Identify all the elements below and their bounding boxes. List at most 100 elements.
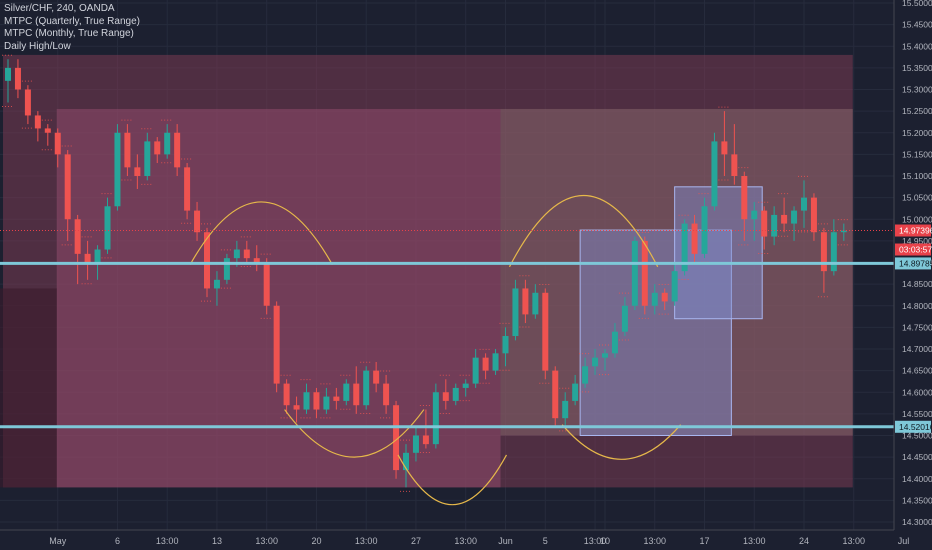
legend: Silver/CHF, 240, OANDA MTPC (Quarterly, … xyxy=(4,3,140,53)
y-tick-label: 14.55000 xyxy=(902,409,932,419)
candle-body[interactable] xyxy=(204,232,210,289)
candle-body[interactable] xyxy=(711,141,718,207)
candle-body[interactable] xyxy=(472,357,479,384)
candle-body[interactable] xyxy=(114,132,121,207)
candle-body[interactable] xyxy=(542,292,549,371)
candle-body[interactable] xyxy=(164,132,171,155)
candle-body[interactable] xyxy=(721,141,728,155)
candle-body[interactable] xyxy=(641,240,648,306)
indicator-quarterly[interactable]: MTPC (Quarterly, True Range) xyxy=(4,15,140,27)
candle-body[interactable] xyxy=(482,357,489,371)
candle-body[interactable] xyxy=(194,210,201,233)
candle-body[interactable] xyxy=(44,128,51,133)
candle-body[interactable] xyxy=(741,176,748,220)
candle-body[interactable] xyxy=(303,392,310,410)
candle-body[interactable] xyxy=(333,396,340,401)
indicator-monthly[interactable]: MTPC (Monthly, True Range) xyxy=(4,28,134,39)
time-axis-panel[interactable] xyxy=(0,530,894,550)
y-tick-label: 14.60000 xyxy=(902,387,932,397)
candle-body[interactable] xyxy=(781,214,788,224)
candle-body[interactable] xyxy=(432,392,439,445)
candle-body[interactable] xyxy=(293,405,300,410)
candle-body[interactable] xyxy=(681,223,688,272)
candle-body[interactable] xyxy=(572,383,579,401)
candle-body[interactable] xyxy=(602,353,608,358)
candle-body[interactable] xyxy=(412,435,419,453)
candle-body[interactable] xyxy=(771,214,778,237)
candle-body[interactable] xyxy=(403,452,409,471)
candle-body[interactable] xyxy=(64,154,71,220)
candle-body[interactable] xyxy=(74,219,81,254)
candle-body[interactable] xyxy=(442,392,449,401)
candle-body[interactable] xyxy=(393,405,400,471)
x-tick-label: May xyxy=(49,536,67,546)
candle-body[interactable] xyxy=(154,141,161,155)
candle-body[interactable] xyxy=(134,167,141,176)
candle-body[interactable] xyxy=(5,67,11,81)
candle-body[interactable] xyxy=(840,230,847,233)
candle-body[interactable] xyxy=(592,357,599,367)
candle-body[interactable] xyxy=(144,141,151,176)
candle-body[interactable] xyxy=(283,383,290,406)
candle-body[interactable] xyxy=(54,132,61,155)
candle-body[interactable] xyxy=(492,353,499,371)
candle-body[interactable] xyxy=(223,258,230,280)
candle-body[interactable] xyxy=(791,210,798,224)
candle-body[interactable] xyxy=(104,206,111,250)
candle-body[interactable] xyxy=(532,292,539,315)
candle-body[interactable] xyxy=(562,400,569,419)
candle-body[interactable] xyxy=(94,249,101,263)
candle-body[interactable] xyxy=(14,67,21,90)
indicator-daily-high-low[interactable]: Daily High/Low xyxy=(4,40,71,52)
candle-body[interactable] xyxy=(313,392,320,410)
candle-body[interactable] xyxy=(701,206,708,254)
candle-body[interactable] xyxy=(462,383,469,388)
candle-body[interactable] xyxy=(651,292,658,306)
candle-body[interactable] xyxy=(820,232,827,272)
candle-body[interactable] xyxy=(611,331,618,354)
candle-body[interactable] xyxy=(810,197,817,233)
symbol-title[interactable]: Silver/CHF, 240, OANDA xyxy=(4,3,115,14)
candle-body[interactable] xyxy=(671,271,678,302)
candle-body[interactable] xyxy=(383,383,390,406)
candle-body[interactable] xyxy=(184,167,191,211)
candle-body[interactable] xyxy=(801,197,807,211)
candle-body[interactable] xyxy=(84,253,91,263)
candle-body[interactable] xyxy=(353,383,360,406)
candle-body[interactable] xyxy=(731,154,738,176)
x-tick-label: 13:00 xyxy=(643,536,666,546)
candle-body[interactable] xyxy=(552,370,559,419)
candle-body[interactable] xyxy=(24,89,31,116)
candle-body[interactable] xyxy=(751,210,758,220)
y-tick-label: 15.10000 xyxy=(902,171,932,181)
candle-body[interactable] xyxy=(213,279,220,289)
candle-body[interactable] xyxy=(422,435,429,445)
candle-body[interactable] xyxy=(363,370,370,406)
candle-body[interactable] xyxy=(174,132,181,168)
candle-body[interactable] xyxy=(631,240,638,306)
candle-body[interactable] xyxy=(124,132,131,168)
candle-body[interactable] xyxy=(273,305,280,384)
candle-body[interactable] xyxy=(522,288,529,315)
candle-body[interactable] xyxy=(582,366,589,384)
candle-body[interactable] xyxy=(253,258,260,263)
y-tick-label: 14.65000 xyxy=(902,366,932,376)
candle-body[interactable] xyxy=(761,210,768,237)
candle-body[interactable] xyxy=(263,262,270,306)
candle-body[interactable] xyxy=(373,370,380,384)
candle-body[interactable] xyxy=(512,288,519,337)
price-axis-panel[interactable] xyxy=(894,0,932,550)
candle-body[interactable] xyxy=(830,232,837,272)
candle-body[interactable] xyxy=(502,336,509,354)
candle-body[interactable] xyxy=(452,387,459,401)
candle-body[interactable] xyxy=(34,115,41,129)
candle-body[interactable] xyxy=(243,249,250,259)
candle-body[interactable] xyxy=(691,223,698,254)
candle-body[interactable] xyxy=(233,249,240,259)
candle-body[interactable] xyxy=(621,305,628,332)
candle-body[interactable] xyxy=(661,292,668,302)
candle-body[interactable] xyxy=(343,383,350,401)
candle-body[interactable] xyxy=(323,396,330,410)
